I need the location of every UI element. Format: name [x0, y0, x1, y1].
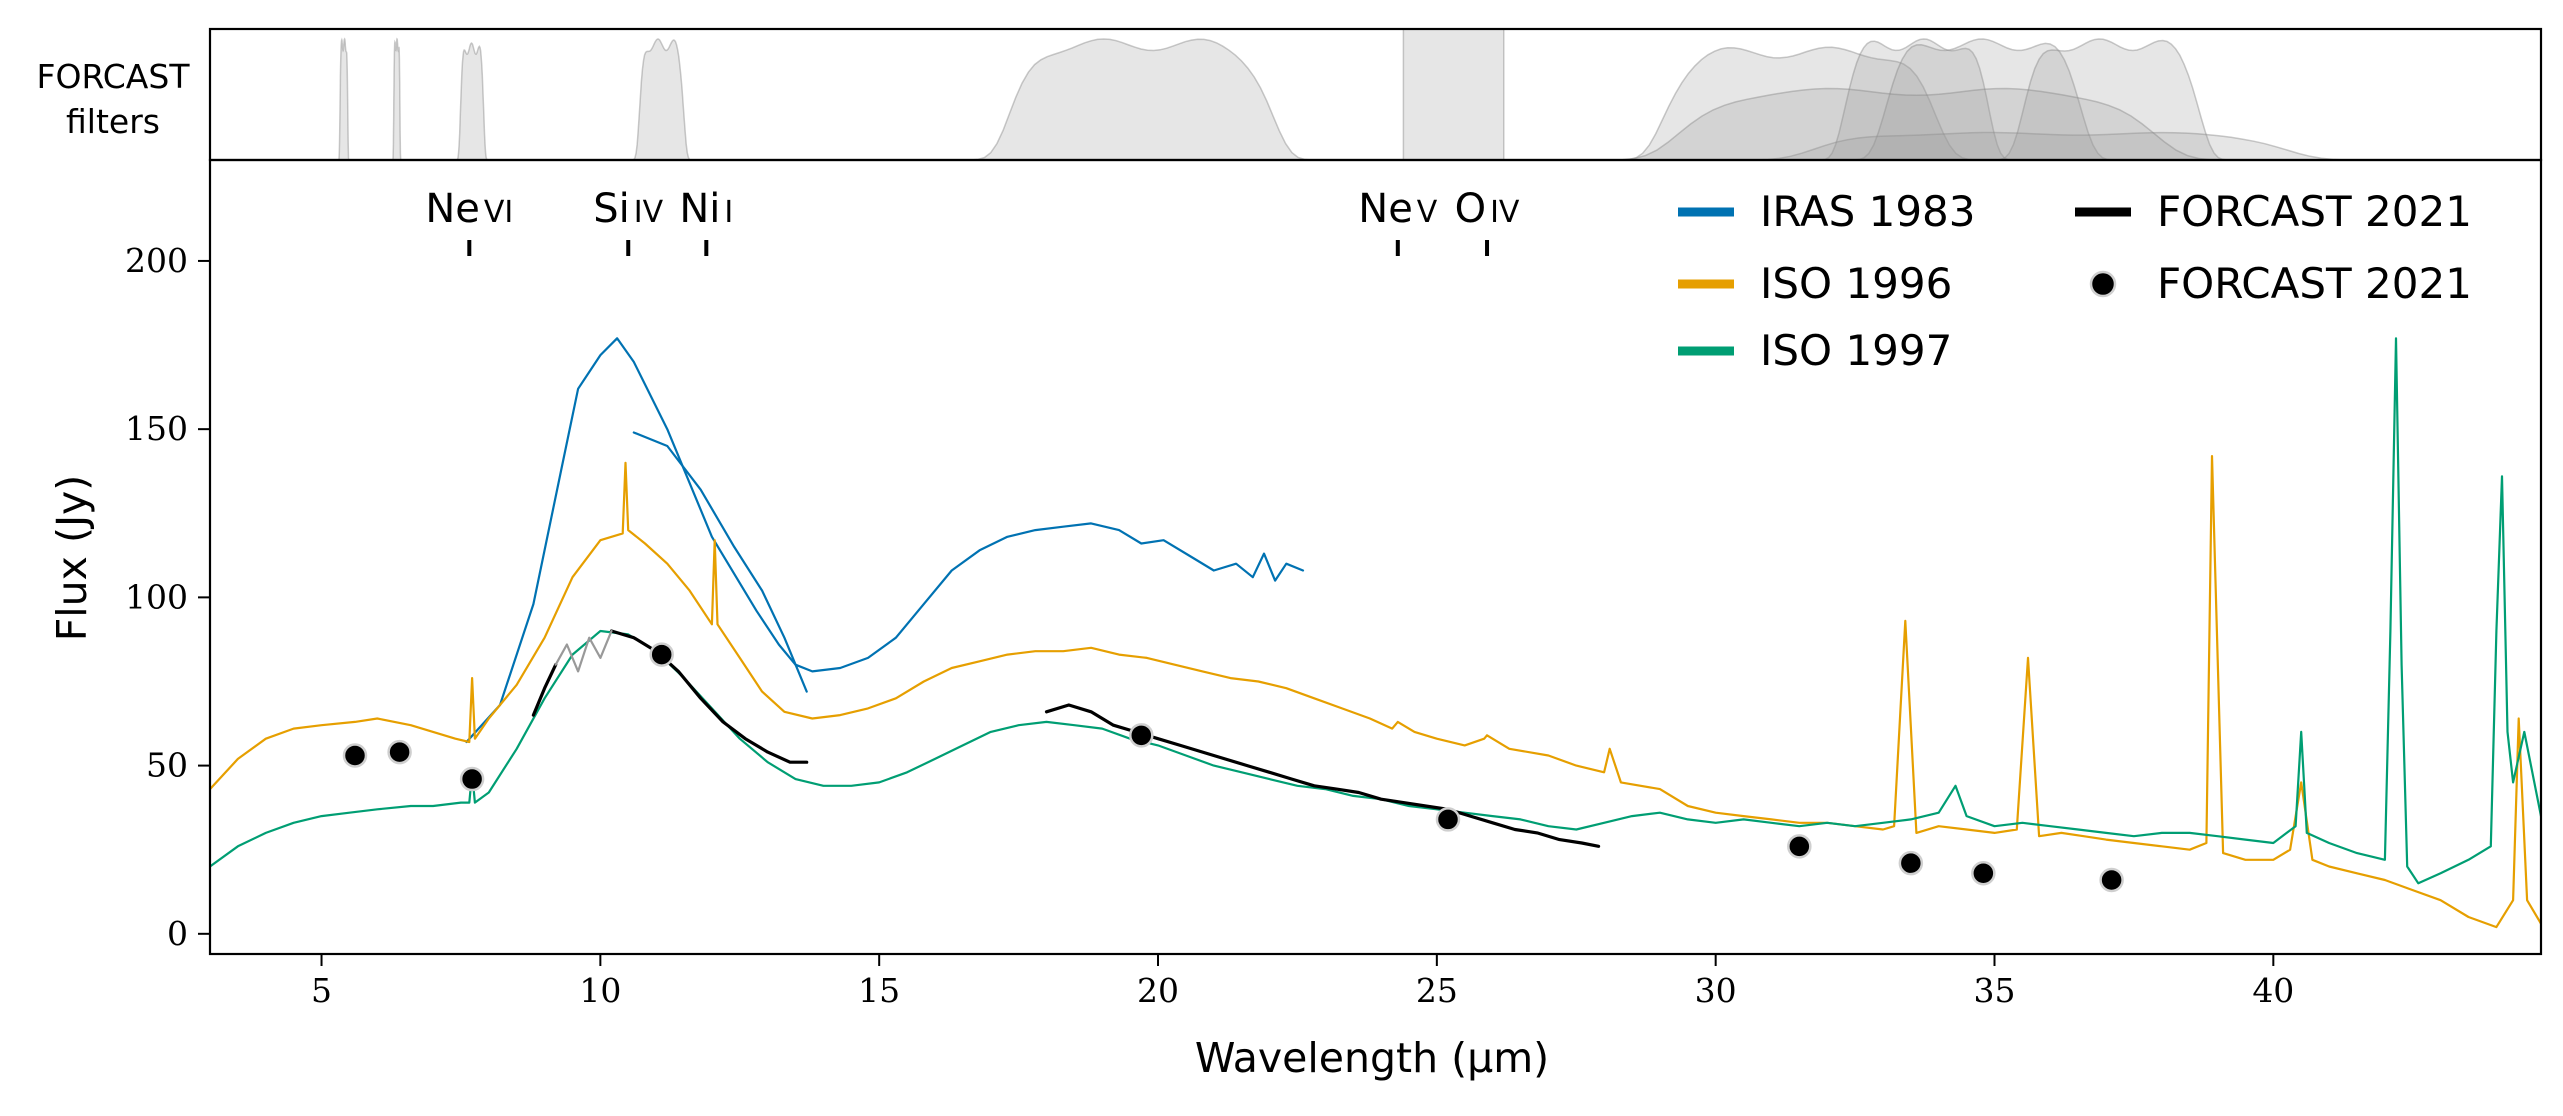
- filter-curves: [338, 28, 2390, 161]
- series-line-iso-1996: [210, 455, 2541, 929]
- line-marker-label: Ni I: [679, 186, 733, 232]
- y-tick-label: 50: [146, 746, 188, 785]
- series-line-iso-1997: [210, 337, 2541, 885]
- legend-label: FORCAST 2021: [2157, 187, 2472, 236]
- legend: IRAS 1983 FORCAST 2021 ISO 1996 FORCAST 202…: [1678, 187, 2472, 375]
- plot-frame: [208, 158, 2543, 956]
- line-marker-label: O IV: [1455, 186, 1520, 232]
- y-tick-label: 200: [125, 241, 188, 280]
- legend-label: IRAS 1983: [1760, 187, 1976, 236]
- y-axis-ticks: 0 50 100 150 200: [125, 241, 210, 953]
- photometry-layer: [342, 642, 2124, 893]
- legend-label: ISO 1996: [1760, 259, 1952, 308]
- line-marker-layer: Ne VI Si IV Ni I Ne V O IV: [425, 186, 1520, 256]
- filter-curve: [953, 38, 1330, 161]
- line-marker-label: Ne VI: [425, 186, 513, 232]
- filter-curve: [1603, 46, 1996, 161]
- spectrum-panel: Ne VI Si IV Ni I Ne V O IV 5 10 15 20 25 30 35 40 0 50 100…: [48, 158, 2543, 1082]
- x-axis-label: Wavelength (μm): [1195, 1034, 1549, 1082]
- series-line-forcast-2021: [1044, 703, 1601, 848]
- series-layer: [210, 337, 2541, 929]
- filter-curve: [1711, 131, 2390, 161]
- filter-curve: [392, 37, 402, 161]
- filter-curve: [1811, 38, 2022, 161]
- photometry-point: [459, 766, 485, 792]
- x-tick-label: 35: [1973, 971, 2015, 1010]
- x-tick-label: 15: [858, 971, 900, 1010]
- photometry-point: [1435, 807, 1461, 832]
- filter-curve: [455, 42, 490, 161]
- filter-curve: [1840, 38, 2127, 161]
- x-tick-label: 30: [1695, 971, 1737, 1010]
- y-tick-label: 150: [125, 409, 188, 448]
- legend-label: FORCAST 2021: [2157, 259, 2472, 308]
- series-line-forcast-2021: [609, 629, 809, 764]
- filter-panel: FORCAST filters: [37, 27, 2543, 162]
- x-tick-label: 20: [1137, 971, 1179, 1010]
- photometry-point: [1129, 723, 1154, 748]
- filter-curve: [1983, 38, 2240, 161]
- filter-curve: [338, 37, 350, 161]
- filter-curve: [1402, 28, 1505, 161]
- series-line-iras-1983: [632, 431, 808, 693]
- legend-label: ISO 1997: [1760, 326, 1952, 375]
- series-line-iras-1983: [465, 337, 1305, 744]
- photometry-point: [1971, 861, 1996, 886]
- photometry-point: [2099, 867, 2124, 893]
- y-axis-label: Flux (Jy): [48, 475, 96, 642]
- filter-curve: [629, 38, 694, 161]
- line-marker-label: Ne V: [1358, 186, 1438, 232]
- y-tick-label: 0: [167, 914, 188, 953]
- photometry-point: [649, 642, 674, 667]
- x-tick-label: 40: [2252, 971, 2294, 1010]
- y-tick-label: 100: [125, 577, 188, 616]
- filter-curve: [1577, 87, 2256, 161]
- x-axis-ticks: 5 10 15 20 25 30 35 40: [311, 954, 2294, 1010]
- line-marker-label: Si IV: [593, 186, 663, 232]
- photometry-point: [342, 743, 368, 768]
- photometry-point: [387, 739, 412, 765]
- filter-panel-label-line2: filters: [66, 102, 160, 141]
- series-line-forcast-2021: [531, 663, 558, 717]
- photometry-point: [1787, 834, 1812, 859]
- photometry-point: [1898, 850, 1924, 876]
- x-tick-label: 5: [311, 971, 332, 1010]
- series-line-sofia-overlap: [554, 629, 613, 673]
- legend-marker: [2089, 270, 2117, 298]
- x-tick-label: 10: [579, 971, 621, 1010]
- x-tick-label: 25: [1416, 971, 1458, 1010]
- filter-panel-label-line1: FORCAST: [37, 57, 191, 96]
